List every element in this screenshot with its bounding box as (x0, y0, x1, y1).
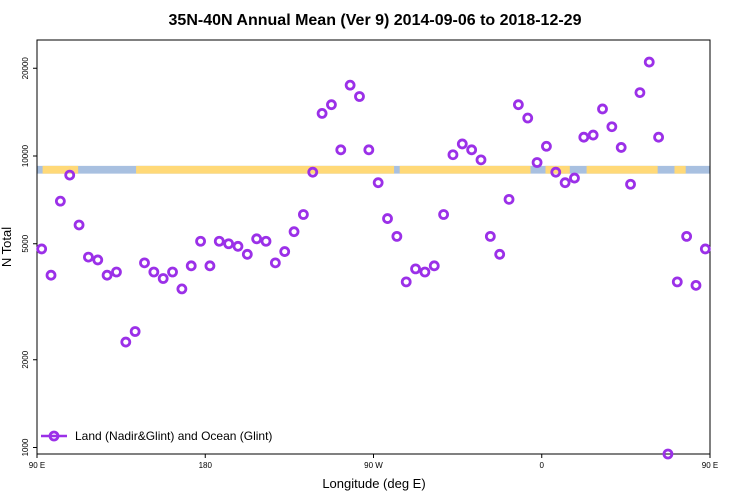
data-point (382, 213, 393, 224)
data-point (241, 248, 253, 260)
y-tick-label: 20000 (21, 57, 30, 80)
data-point (269, 257, 281, 269)
data-point (634, 87, 646, 99)
data-point (354, 91, 365, 102)
data-point (288, 226, 300, 238)
x-tick-label: 180 (199, 461, 213, 470)
y-tick-label: 2000 (21, 350, 30, 368)
data-point (531, 157, 543, 168)
data-point (232, 240, 244, 252)
data-point (559, 177, 571, 189)
data-point (484, 230, 496, 242)
data-point (185, 260, 197, 272)
data-point (690, 279, 702, 291)
data-point (512, 99, 524, 111)
data-point (195, 235, 206, 247)
data-point (671, 276, 683, 288)
data-point (578, 131, 590, 143)
data-point (503, 193, 515, 205)
data-point (139, 257, 150, 269)
data-point (428, 260, 440, 272)
data-point (111, 266, 122, 278)
data-point (456, 138, 468, 150)
data-point (662, 448, 674, 460)
land-segment (42, 165, 79, 174)
data-point (335, 144, 347, 156)
data-point (475, 154, 487, 166)
data-point (307, 166, 319, 178)
data-point (438, 209, 450, 220)
data-point (391, 230, 403, 242)
data-point (129, 326, 141, 337)
data-point (653, 131, 664, 143)
land-segment (674, 165, 686, 174)
land-segment (586, 165, 658, 174)
data-point (615, 142, 627, 153)
data-point (316, 108, 328, 119)
data-point (550, 166, 562, 178)
chart-title: 35N-40N Annual Mean (Ver 9) 2014-09-06 t… (169, 12, 582, 29)
legend-marker (48, 430, 60, 442)
data-point (587, 129, 599, 141)
data-point (148, 266, 160, 278)
data-point (279, 246, 291, 257)
data-point (643, 56, 655, 68)
data-point (522, 112, 534, 124)
x-tick-label: 90 W (364, 461, 383, 470)
data-point (419, 266, 431, 278)
data-point (92, 254, 104, 266)
data-point (447, 149, 459, 161)
x-axis-label: Longitude (deg E) (322, 476, 425, 491)
data-point (36, 243, 48, 255)
data-point (101, 269, 113, 281)
data-point (73, 219, 85, 231)
data-point (223, 238, 235, 250)
data-point (326, 99, 337, 111)
data-point (204, 260, 216, 272)
legend-label: Land (Nadir&Glint) and Ocean (Glint) (75, 429, 272, 443)
y-axis-label: N Total (0, 227, 14, 267)
data-point (363, 144, 375, 156)
data-point (410, 263, 421, 275)
data-point (494, 248, 506, 260)
data-point (344, 79, 356, 91)
data-point (699, 243, 711, 255)
y-tick-label: 5000 (21, 234, 30, 252)
data-point (400, 276, 412, 288)
x-tick-label: 90 E (29, 461, 45, 470)
data-point (372, 177, 384, 189)
data-point (260, 235, 272, 247)
y-tick-label: 10000 (21, 144, 30, 167)
data-point (625, 178, 636, 190)
data-point (681, 230, 693, 242)
land-segment (136, 165, 395, 174)
data-point (251, 233, 263, 245)
data-point (541, 140, 552, 152)
surface-band (37, 165, 710, 174)
data-point (606, 121, 618, 133)
land-segment (399, 165, 531, 174)
data-point (466, 144, 478, 156)
data-series (36, 56, 711, 460)
data-point (213, 235, 225, 247)
data-point (297, 209, 309, 220)
data-point (120, 336, 132, 348)
data-point (157, 273, 169, 284)
data-point (597, 103, 608, 115)
data-point (54, 195, 66, 207)
x-tick-label: 0 (540, 461, 545, 470)
x-axis: 90 E 180 90 W 0 90 E (29, 454, 718, 470)
data-point (569, 172, 580, 184)
y-axis: 1000 2000 5000 10000 20000 (21, 57, 37, 456)
data-point (83, 251, 94, 263)
y-tick-label: 1000 (21, 438, 30, 456)
legend: Land (Nadir&Glint) and Ocean (Glint) (41, 429, 272, 443)
data-point (45, 269, 57, 281)
data-point (64, 169, 76, 181)
x-tick-label: 90 E (702, 461, 718, 470)
data-point (176, 283, 188, 295)
data-point (167, 266, 178, 278)
